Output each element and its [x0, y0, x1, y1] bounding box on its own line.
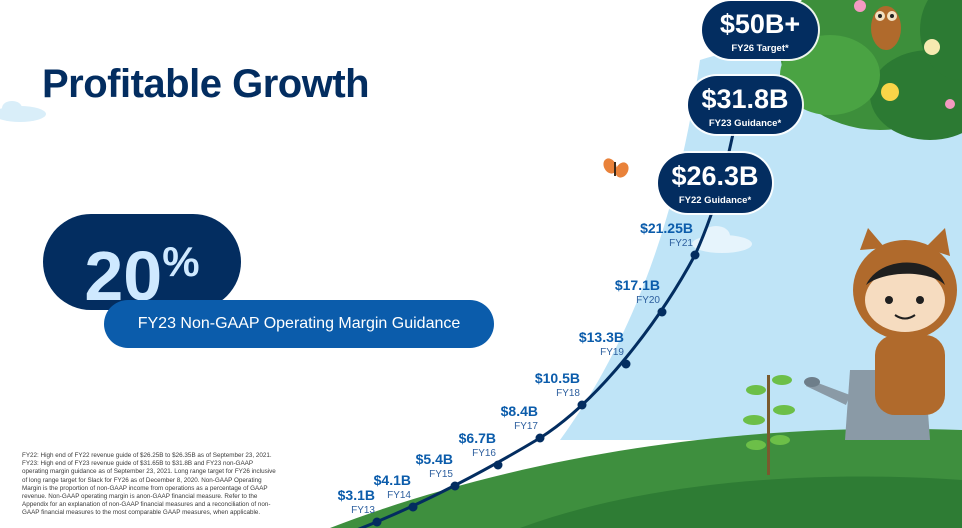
butterfly-icon: [603, 158, 629, 178]
value-label: $4.1B: [373, 472, 411, 488]
flower-icon: [854, 0, 955, 109]
data-label-fy16: $6.7B FY16: [406, 431, 496, 459]
value-label: $8.4B: [500, 403, 538, 419]
margin-value-badge: 20%: [43, 214, 241, 315]
year-label: FY20: [636, 295, 660, 306]
year-label: FY15: [429, 469, 453, 480]
sapling-icon: [743, 375, 795, 475]
data-label-fy17: $8.4B FY17: [448, 404, 538, 432]
data-label-fy15: $5.4B FY15: [363, 452, 453, 480]
percent-sign: %: [162, 238, 200, 285]
data-point-fy13: [372, 517, 382, 527]
value-label: $3.1B: [337, 487, 375, 503]
data-point-fy15: [450, 481, 460, 491]
year-label: FY16: [472, 448, 496, 459]
value-label: $21.25B: [640, 220, 693, 236]
bubble-value: $31.8B: [701, 84, 789, 114]
bubble-note: FY23 Guidance*: [708, 118, 782, 129]
bubble-value: $50B+: [719, 9, 801, 39]
mascot-icon: [853, 228, 957, 415]
year-label: FY13: [351, 505, 375, 516]
value-label: $10.5B: [534, 370, 580, 386]
data-label-fy21: $21.25B FY21: [603, 221, 693, 249]
year-label: FY19: [600, 347, 624, 358]
data-point-fy17: [535, 433, 545, 443]
margin-label-pill: FY23 Non-GAAP Operating Margin Guidance: [104, 300, 494, 348]
sky-area: [560, 40, 962, 440]
guidance-bubble-fy22: $26.3B FY22 Guidance*: [658, 153, 772, 213]
cloud-left: [0, 101, 46, 122]
data-label-fy13: $3.1B FY13: [285, 488, 375, 516]
grass-hill-front: [520, 476, 962, 528]
data-point-fy14: [408, 502, 418, 512]
bubble-note: FY22 Guidance*: [678, 195, 752, 206]
value-label: $6.7B: [458, 430, 496, 446]
data-label-fy18: $10.5B FY18: [490, 371, 580, 399]
value-label: $13.3B: [578, 329, 624, 345]
value-label: $17.1B: [614, 277, 660, 293]
bubble-value: $26.3B: [671, 161, 759, 191]
value-label: $5.4B: [415, 451, 453, 467]
owl-icon: [871, 6, 901, 50]
year-label: FY18: [556, 388, 580, 399]
guidance-bubble-fy23: $31.8B FY23 Guidance*: [688, 76, 802, 134]
guidance-bubble-fy26: $50B+ FY26 Target*: [702, 1, 818, 59]
data-point-fy20: [657, 307, 667, 317]
footnote: FY22: High end of FY22 revenue guide of …: [22, 452, 276, 517]
data-label-fy20: $17.1B FY20: [570, 278, 660, 306]
data-point-fy16: [493, 460, 503, 470]
data-label-fy19: $13.3B FY19: [534, 330, 624, 358]
data-point-fy18: [577, 400, 587, 410]
cloud-right: [692, 226, 752, 253]
tree-foliage: [780, 0, 962, 140]
data-label-fy14: $4.1B FY14: [321, 473, 411, 501]
bubble-note: FY26 Target*: [731, 43, 789, 54]
page-title: Profitable Growth: [42, 62, 370, 106]
year-label: FY17: [514, 421, 538, 432]
year-label: FY14: [387, 490, 411, 501]
data-point-fy21: [690, 250, 700, 260]
year-label: FY21: [669, 238, 693, 249]
data-point-fy19: [621, 359, 631, 369]
